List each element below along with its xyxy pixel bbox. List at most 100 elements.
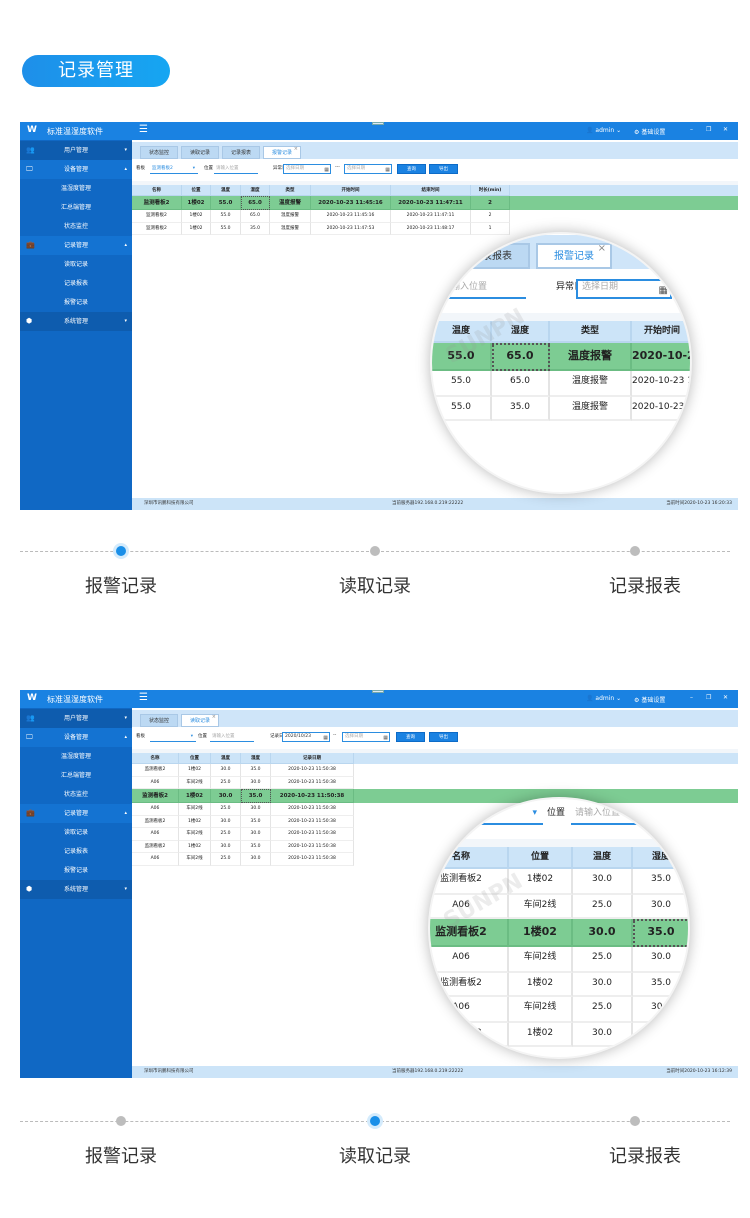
sidebar-item-1[interactable]: 🖵 设备管理 ▴ [20, 160, 132, 179]
export-button[interactable]: 导出 [429, 164, 458, 174]
settings-button[interactable]: ⚙ 基础设置 [634, 695, 665, 704]
sidebar-item-3[interactable]: ⬢ 系统管理 ▾ [20, 312, 132, 331]
sidebar-subitem[interactable]: 记录报表 [20, 274, 132, 293]
timeline-dot[interactable] [630, 546, 640, 556]
table-row[interactable]: A06 车间2线 25.0 30.0 2020-10-23 11:50:38 [132, 828, 738, 841]
date-from-input[interactable]: 2020/10/23 ▦ [282, 732, 330, 742]
table-row[interactable]: 监测看板2 1楼02 30.0 35.0 [430, 869, 688, 894]
column-header[interactable]: 类型 [270, 185, 311, 196]
table-row[interactable]: 监测看板2 1楼02 55.0 65.0 温度报警 2020-10-23 11:45:16… [132, 210, 738, 223]
location-input[interactable]: 请输入位置 [438, 281, 526, 299]
column-header[interactable]: 名称 [132, 185, 182, 196]
column-header[interactable]: 位置 [182, 185, 211, 196]
board-select[interactable]: ▾ [150, 733, 196, 742]
timeline-label[interactable]: 读取记录 [339, 1146, 411, 1167]
board-select[interactable]: ▾ [451, 807, 543, 825]
sidebar-subitem[interactable]: 状态监控 [20, 217, 132, 236]
column-header[interactable]: 开始时间 [632, 321, 690, 343]
tab-0[interactable]: 状态监控 [140, 146, 178, 159]
table-row[interactable]: 监测看板2 1楼02 30.0 35.0 [430, 1022, 688, 1047]
sidebar-subitem[interactable]: 报警记录 [20, 293, 132, 312]
tab-0[interactable]: 状态监控 [140, 714, 178, 727]
column-header[interactable]: 名称 [132, 753, 179, 764]
query-button[interactable]: 查询 [397, 164, 426, 174]
table-row[interactable]: 监测看板2 1楼02 55.0 35.0 温度报警 2020-10-23 11:47:53… [132, 222, 738, 235]
drag-handle[interactable] [372, 690, 384, 693]
tab-2[interactable]: 记录报表 [454, 243, 530, 269]
sidebar-item-3[interactable]: ⬢ 系统管理 ▾ [20, 880, 132, 899]
table-row[interactable]: A06 车间2线 25.0 30.0 2020-10-23 11:50:38 [132, 803, 738, 816]
calendar-icon[interactable]: ▦ [658, 285, 668, 297]
location-input[interactable]: 请输入位置 [210, 733, 254, 742]
column-header[interactable]: 湿度 [633, 847, 688, 869]
minimize-button[interactable]: – [690, 126, 693, 133]
sidebar-item-2[interactable]: 💼 记录管理 ▴ [20, 236, 132, 255]
calendar-icon[interactable]: ▦ [385, 167, 390, 173]
table-row[interactable]: A06 车间2线 25.0 30.0 2020-10-23 11:50:38 [132, 776, 738, 789]
calendar-icon[interactable]: ▦ [383, 735, 388, 741]
date-from-input[interactable]: 选择日期 ▦ [283, 164, 331, 174]
date-from-input[interactable]: 选择日期 ▦ [576, 279, 672, 299]
column-header[interactable]: 位置 [179, 753, 211, 764]
tab-3[interactable]: 报警记录 × [536, 243, 612, 269]
restore-button[interactable]: ❐ [706, 126, 712, 133]
sidebar-subitem[interactable]: 记录报表 [20, 842, 132, 861]
close-button[interactable]: ✕ [723, 694, 729, 701]
table-row[interactable]: 监测看板2 1楼02 30.0 35.0 2020-10-23 11:50:38 [132, 764, 738, 777]
tab-1[interactable]: 读取记录 [432, 243, 448, 269]
tab-1[interactable]: 读取记录 [181, 146, 219, 159]
restore-button[interactable]: ❐ [706, 694, 712, 701]
column-header[interactable]: 记录日期 [271, 753, 354, 764]
table-row-selected[interactable]: 监测看板2 1楼02 30.0 35.0 [430, 919, 688, 947]
column-header[interactable]: 时长(min) [471, 185, 510, 196]
close-tab-icon[interactable]: × [211, 714, 216, 720]
timeline-dot[interactable] [370, 1116, 380, 1126]
query-button[interactable]: 查询 [396, 732, 425, 742]
user-menu[interactable]: 👤 admin ⌄ [586, 695, 622, 702]
sidebar-subitem[interactable]: 读取记录 [20, 823, 132, 842]
timeline-dot[interactable] [630, 1116, 640, 1126]
calendar-icon[interactable]: ▦ [324, 167, 329, 173]
column-header[interactable]: 湿度 [492, 321, 550, 343]
location-input[interactable]: 请输入位置 [214, 165, 258, 174]
column-header[interactable]: 温度 [432, 321, 492, 343]
column-header[interactable]: 湿度 [241, 185, 270, 196]
column-header[interactable]: 结束时间 [391, 185, 471, 196]
location-input[interactable]: 请输入位置 [571, 807, 659, 825]
date-to-input[interactable]: 选择日期 ▦ [342, 732, 390, 742]
column-header[interactable]: 位置 [509, 847, 573, 869]
sidebar-subitem[interactable]: 汇总端管理 [20, 198, 132, 217]
close-tab-icon[interactable]: × [597, 243, 606, 255]
table-row[interactable]: 监测看板2 1楼02 30.0 35.0 [430, 972, 688, 997]
table-row[interactable]: 监测看板2 1楼02 30.0 35.0 2020-10-23 11:50:38 [132, 840, 738, 853]
sidebar-subitem[interactable]: 状态监控 [20, 785, 132, 804]
sidebar-item-2[interactable]: 💼 记录管理 ▴ [20, 804, 132, 823]
column-header[interactable]: 湿度 [241, 753, 271, 764]
sidebar-item-1[interactable]: 🖵 设备管理 ▴ [20, 728, 132, 747]
column-header[interactable]: 温度 [211, 753, 241, 764]
hamburger-icon[interactable]: ☰ [139, 124, 148, 135]
hamburger-icon[interactable]: ☰ [139, 692, 148, 703]
tab-3[interactable]: 报警记录 × [263, 146, 301, 159]
tab-1[interactable]: 读取记录 × [181, 714, 219, 727]
minimize-button[interactable]: – [690, 694, 693, 701]
sidebar-item-0[interactable]: 👥 用户管理 ▾ [20, 141, 132, 160]
table-row[interactable]: A06 车间2线 25.0 30.0 [430, 947, 688, 972]
drag-handle[interactable] [372, 122, 384, 125]
timeline-label[interactable]: 记录报表 [609, 576, 681, 597]
column-header[interactable]: 名称 [430, 847, 509, 869]
timeline-dot[interactable] [116, 546, 126, 556]
sidebar-subitem[interactable]: 报警记录 [20, 861, 132, 880]
timeline-label[interactable]: 报警记录 [85, 1146, 157, 1167]
timeline-dot[interactable] [370, 546, 380, 556]
table-row[interactable]: A06 车间2线 25.0 30.0 2020-10-23 11:50:38 [132, 853, 738, 866]
close-button[interactable]: ✕ [723, 126, 729, 133]
sidebar-subitem[interactable]: 温湿度管理 [20, 179, 132, 198]
export-button[interactable]: 导出 [429, 732, 458, 742]
close-tab-icon[interactable]: × [293, 146, 298, 152]
sidebar-subitem[interactable]: 汇总端管理 [20, 766, 132, 785]
column-header[interactable]: 温度 [211, 185, 241, 196]
